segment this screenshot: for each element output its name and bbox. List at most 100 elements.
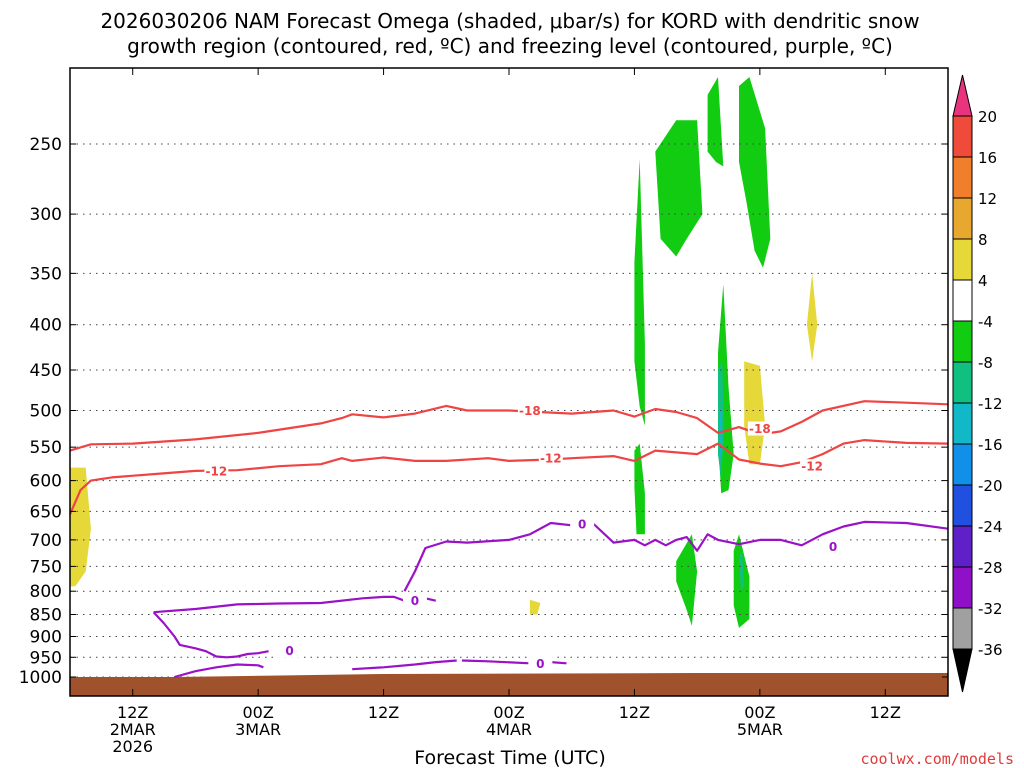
colorbar-swatch-10 [952,484,973,527]
x-tick-2-line-0: 12Z [368,703,399,722]
omega-region-1 [655,120,703,257]
y-tick-550: 550 [30,438,62,458]
omega-region-2 [707,77,724,167]
contour-label-bg-7 [402,593,427,608]
x-tick-0-line-2: 2026 [112,737,153,756]
colorbar-label-13: -36 [978,641,1003,659]
contour-label-5: 0 [578,518,586,532]
y-tick-950: 950 [30,648,62,668]
y-tick-450: 450 [30,361,62,381]
y-tick-800: 800 [30,582,62,602]
contour-label-3: -12 [540,452,562,466]
x-tick-3-line-1: 4MAR [486,720,532,739]
contour-label-0: -18 [519,404,541,418]
x-tick-6-line-0: 12Z [870,703,901,722]
contour-label-4: -12 [801,460,823,474]
omega-region-14 [529,599,541,615]
x-tick-0-line-1: 2MAR [110,720,156,739]
colorbar-label-6: -8 [978,354,993,372]
omega-region-11 [70,467,91,587]
colorbar-label-1: 16 [978,149,997,167]
contour-0-2 [403,520,949,592]
contour-label-bg-4 [800,459,825,474]
colorbar-label-7: -12 [978,395,1003,413]
x-tick-3-line-0: 00Z [493,703,524,722]
y-tick-850: 850 [30,606,62,626]
y-tick-400: 400 [30,316,62,336]
colorbar-swatch-12 [952,566,973,609]
colorbar-swatch-11 [952,525,973,568]
colorbar-bottom-arrow [952,648,973,693]
x-tick-1-line-1: 3MAR [235,720,281,739]
colorbar-label-4: 4 [978,272,988,290]
y-tick-700: 700 [30,531,62,551]
contour-label-7: 0 [411,594,419,608]
x-tick-5-line-1: 5MAR [737,720,783,739]
contour-label-bg-0 [517,403,542,418]
y-tick-500: 500 [30,402,62,422]
contour-label-bg-8 [277,643,302,658]
contour-0-4 [152,611,269,659]
contour-0-3 [153,595,437,614]
credit-text: coolwx.com/models [860,750,1014,768]
x-axis-label: Forecast Time (UTC) [414,747,605,768]
omega-region-0 [634,159,645,426]
y-tick-1000: 1000 [19,668,62,688]
omega-shading [70,77,818,628]
contour-labels: -18 -18 -12 -12 -12 0 0 0 0 0 [204,403,846,671]
contour-label-bg-9 [528,656,553,671]
colorbar-swatch-2 [952,156,973,199]
colorbar-label-12: -32 [978,600,1003,618]
contour-label-9: 0 [536,657,544,671]
colorbar-swatch-7 [952,361,973,404]
colorbar-label-9: -20 [978,477,1003,495]
contour-label-bg-2 [204,463,229,478]
y-tick-250: 250 [30,135,62,155]
y-tick-650: 650 [30,502,62,522]
contour-label-2: -12 [205,464,227,478]
contour-label-bg-1 [747,421,772,436]
colorbar-swatch-13 [952,607,973,650]
chart-title-line2: growth region (contoured, red, ºC) and f… [127,34,893,58]
colorbar-label-11: -28 [978,559,1003,577]
colorbar-swatch-1 [952,115,973,158]
colorbar-label-3: 8 [978,231,988,249]
plot-frame [69,67,949,697]
colorbar-swatch-3 [952,197,973,240]
colorbar: 20 16 12 8 4 -4 -8 -12 -16 -20 -24 -28 -32 -36 [952,74,1003,693]
contour-lines [68,400,949,679]
y-tick-300: 300 [30,205,62,225]
contour-label-8: 0 [285,644,293,658]
omega-region-6 [676,534,698,626]
contour-0-5 [174,663,264,679]
colorbar-label-0: 20 [978,108,997,126]
contour-label-bg-6 [821,539,846,554]
colorbar-swatch-4 [952,238,973,281]
colorbar-label-2: 12 [978,190,997,208]
y-tick-900: 900 [30,627,62,647]
contour-label-bg-3 [538,451,563,466]
y-tick-600: 600 [30,472,62,492]
contour-0-6 [352,659,457,671]
x-tick-1-line-0: 00Z [242,703,273,722]
y-axis: 2503003504004505005506006507007508008509… [19,135,948,688]
y-tick-350: 350 [30,264,62,284]
colorbar-top-arrow [952,74,973,117]
colorbar-label-10: -24 [978,518,1003,536]
colorbar-swatch-5 [952,279,973,322]
omega-region-10 [739,550,745,592]
contour-label-1: -18 [749,422,771,436]
terrain-fill [70,673,948,696]
colorbar-swatch-6 [952,320,973,363]
y-tick-750: 750 [30,557,62,577]
x-tick-4-line-0: 12Z [619,703,650,722]
colorbar-label-8: -16 [978,436,1003,454]
contour-label-bg-5 [570,517,595,532]
terrain-area [70,673,948,696]
omega-region-12 [744,361,766,465]
contour-label-6: 0 [829,540,837,554]
x-tick-0-line-0: 12Z [117,703,148,722]
colorbar-swatch-8 [952,402,973,445]
